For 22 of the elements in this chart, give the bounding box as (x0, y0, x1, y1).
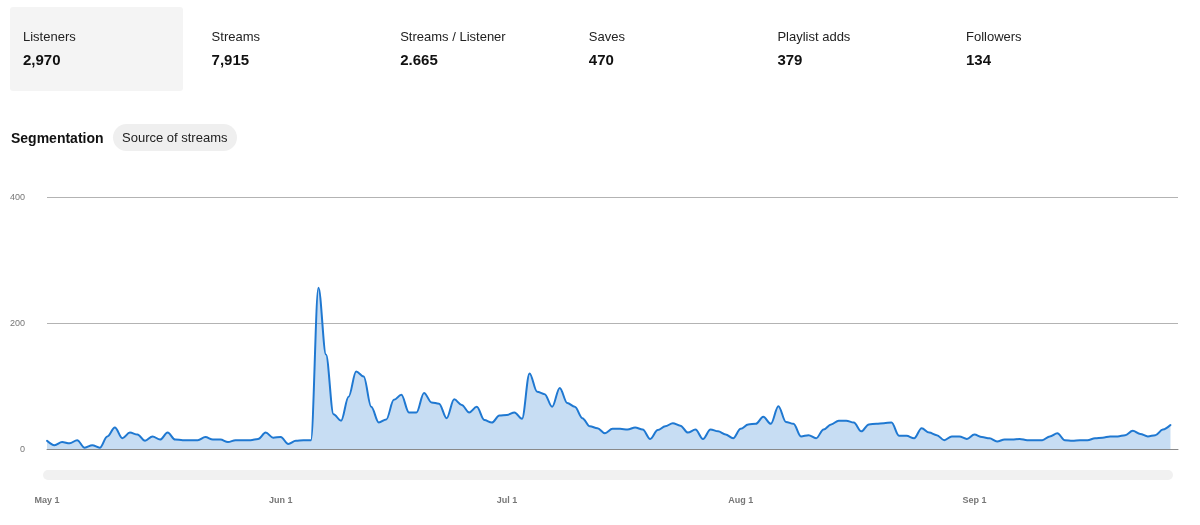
pill-button: Source of streams (113, 124, 237, 151)
text: 134 (966, 51, 992, 68)
category-label: Streams (211, 29, 260, 44)
chart-title: Segmentation (11, 130, 104, 146)
category-label: Saves (588, 29, 625, 44)
text: 379 (777, 51, 803, 68)
category-label: Followers (966, 29, 1022, 44)
x-tick-label: Jul 1 (496, 494, 518, 505)
category-label: Streams / Listener (400, 29, 506, 44)
text: 7,915 (211, 51, 250, 68)
x-tick-label: Jun 1 (268, 494, 293, 505)
x-tick-label: Sep 1 (962, 494, 987, 505)
y-tick-label: 0 (19, 444, 25, 454)
text: 2.665 (400, 51, 438, 68)
x-tick-label: Aug 1 (728, 494, 754, 505)
text: 470 (588, 51, 614, 68)
y-tick-label: 200 (9, 318, 25, 328)
y-tick-label: 400 (9, 192, 25, 202)
category-label: Playlist adds (777, 29, 851, 44)
category-label: Listeners (23, 29, 76, 44)
x-tick-label: May 1 (34, 494, 60, 505)
text: 2,970 (23, 51, 61, 68)
